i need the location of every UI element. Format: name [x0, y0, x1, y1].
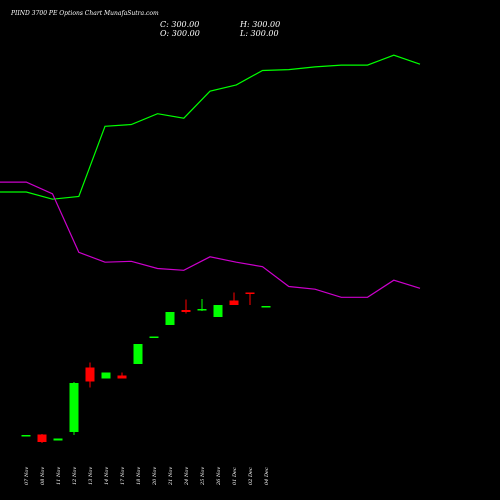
- candle: [165, 312, 175, 325]
- candle: [37, 434, 47, 443]
- candle: [101, 372, 111, 379]
- candle: [53, 438, 63, 441]
- candle: [117, 372, 127, 379]
- x-tick-label: 17 Nov: [120, 467, 126, 485]
- ohlc-low-readout: L: 300.00: [240, 29, 279, 38]
- x-tick-label: 21 Nov: [168, 467, 174, 486]
- ohlc-close-readout: C: 300.00: [160, 20, 200, 29]
- candle-body: [53, 438, 63, 441]
- candle: [197, 299, 207, 311]
- chart-title: PIIND 3700 PE Options Chart MunafaSutra.…: [11, 10, 159, 17]
- candle: [69, 382, 79, 435]
- candle-body: [133, 344, 143, 364]
- candle-body: [181, 310, 191, 312]
- candle-body: [229, 300, 239, 305]
- candles: [21, 292, 271, 443]
- candle-body: [165, 312, 175, 325]
- overlay-line: [0, 181, 421, 298]
- candle-body: [21, 435, 31, 437]
- x-tick-label: 08 Nov: [40, 467, 46, 485]
- candle-body: [261, 306, 271, 308]
- candle-body: [117, 375, 127, 379]
- candle-body: [149, 336, 159, 338]
- candle-body: [101, 372, 111, 379]
- x-tick-label: 26 Nov: [216, 467, 222, 486]
- x-tick-label: 12 Nov: [72, 467, 78, 485]
- x-tick-label: 18 Nov: [136, 467, 142, 485]
- x-tick-label: 24 Nov: [184, 467, 190, 486]
- x-tick-label: 20 Nov: [152, 467, 158, 486]
- candle-body: [85, 367, 95, 382]
- candle-body: [37, 434, 47, 442]
- x-tick-label: 01 Dec: [232, 467, 238, 485]
- x-tick-label: 07 Nov: [24, 467, 30, 485]
- candle: [229, 292, 239, 305]
- x-tick-label: 11 Nov: [56, 467, 62, 485]
- x-tick-label: 04 Dec: [264, 467, 270, 485]
- x-tick-label: 14 Nov: [104, 467, 110, 485]
- candle: [245, 292, 255, 305]
- candle-body: [69, 383, 79, 432]
- x-tick-label: 02 Dec: [248, 467, 254, 485]
- candle-body: [213, 305, 223, 317]
- candle: [133, 344, 143, 364]
- x-axis-labels: 07 Nov 08 Nov 11 Nov 12 Nov 13 Nov 14 Nov 17 N…: [24, 467, 270, 486]
- candle: [21, 435, 31, 437]
- candle-body: [197, 309, 207, 311]
- candle: [85, 362, 95, 388]
- x-tick-label: 25 Nov: [200, 467, 206, 486]
- x-tick-label: 13 Nov: [88, 467, 94, 485]
- ohlc-open-readout: O: 300.00: [160, 29, 200, 38]
- overlay-lines: [0, 54, 421, 298]
- candle: [149, 336, 159, 338]
- ohlc-high-readout: H: 300.00: [240, 20, 281, 29]
- overlay-line: [0, 54, 421, 200]
- candle-body: [245, 292, 255, 294]
- candle: [213, 305, 223, 317]
- candle: [181, 299, 191, 314]
- candle: [261, 306, 271, 308]
